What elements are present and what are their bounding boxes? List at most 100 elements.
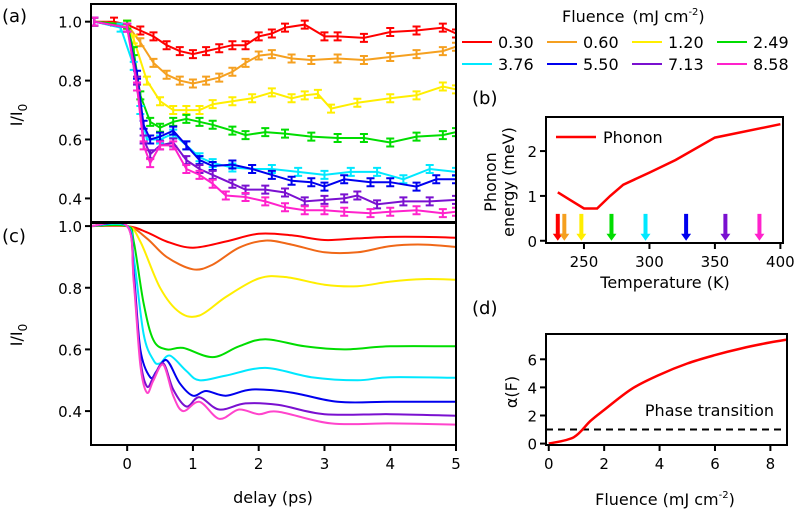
error-bar	[267, 169, 276, 180]
error-bar	[340, 193, 349, 204]
y-tick-label: 0.6	[58, 132, 82, 150]
temperature-arrow-icon	[606, 213, 617, 241]
error-bar	[333, 133, 342, 144]
error-bar	[287, 53, 296, 64]
x-tick-label: 300	[635, 253, 664, 271]
panel-a-ylabel: I/I0	[7, 104, 30, 126]
error-bar	[228, 66, 237, 77]
y-tick-label: 0	[527, 436, 537, 454]
error-bar	[123, 22, 132, 33]
x-tick-label: 350	[701, 253, 730, 271]
x-tick-label: 1	[188, 455, 198, 473]
error-bar	[452, 174, 456, 185]
error-bar	[386, 137, 395, 148]
error-bar	[438, 46, 447, 57]
fit-curve-0.30	[91, 224, 456, 249]
error-bar	[241, 40, 250, 51]
y-tick-label: 0.4	[58, 403, 82, 421]
error-bar	[228, 125, 237, 136]
error-bar	[267, 87, 276, 98]
error-bar	[281, 202, 290, 213]
x-tick-label: 0	[544, 455, 554, 473]
x-tick-label: 3	[320, 455, 330, 473]
panel-b-xlabel: Temperature (K)	[599, 273, 729, 292]
x-tick-label: 250	[570, 253, 599, 271]
error-bar	[228, 40, 237, 51]
error-bar	[202, 75, 211, 86]
error-bar	[320, 169, 329, 180]
error-bar	[287, 93, 296, 104]
error-bar	[261, 184, 270, 195]
error-bar	[412, 205, 421, 216]
error-bar	[156, 96, 165, 107]
error-bar	[438, 22, 447, 33]
y-tick-label: 1	[527, 188, 537, 206]
y-tick-label: 1.0	[58, 218, 82, 236]
error-bar	[169, 125, 178, 136]
error-bar	[386, 26, 395, 37]
legend-entry: Phonon	[603, 128, 663, 147]
temperature-arrow-icon	[720, 213, 731, 241]
error-bar	[208, 169, 217, 180]
error-bar	[307, 54, 316, 65]
error-bar	[208, 119, 217, 130]
error-bar	[452, 84, 456, 95]
series-line-7.13	[94, 20, 456, 206]
x-tick-label: 2	[254, 455, 264, 473]
temperature-arrow-icon	[552, 213, 563, 241]
legend-entry: 5.50	[583, 55, 619, 74]
plot-frame	[545, 333, 788, 446]
y-tick-label: 4	[527, 379, 537, 397]
y-tick-label: 2	[527, 407, 537, 425]
error-bar	[327, 103, 336, 114]
legend-entry: 0.60	[583, 33, 619, 52]
legend-entry: 0.30	[498, 33, 534, 52]
plot-frame	[90, 222, 457, 446]
error-bar	[281, 128, 290, 139]
error-bar	[188, 78, 197, 89]
panel-c-ylabel: I/I0	[7, 324, 30, 346]
panel-d-xlabel: Fluence (mJ cm-2)	[595, 490, 735, 509]
panel-c-chart: 1.0 0.8 0.6 0.4 0 1 2 3 4 5	[58, 218, 461, 473]
panel-a-label: (a)	[2, 6, 27, 27]
x-tick-label: 400	[766, 253, 795, 271]
fit-curve-2.49	[91, 223, 456, 359]
error-bar	[215, 72, 224, 83]
panel-d-label: (d)	[472, 298, 497, 319]
error-bar	[195, 169, 204, 180]
alpha-curve	[548, 338, 787, 445]
error-bar	[452, 28, 456, 39]
legend-entry: 3.76	[498, 55, 534, 74]
panel-d-ylabel: α(F)	[502, 376, 521, 408]
error-bar	[241, 191, 250, 202]
error-bar	[320, 194, 329, 205]
panel-a-chart: 1.0 0.8 0.6 0.4	[58, 3, 457, 223]
legend-entry: 8.58	[753, 55, 789, 74]
error-bar	[149, 31, 158, 42]
error-bar	[281, 22, 290, 33]
error-bar	[359, 54, 368, 65]
error-bar	[425, 163, 434, 174]
series-line-3.76	[94, 20, 456, 181]
error-bar	[386, 93, 395, 104]
error-bar	[432, 174, 441, 185]
error-bar	[300, 205, 309, 216]
error-bar	[139, 140, 148, 151]
error-bar	[333, 53, 342, 64]
error-bar	[208, 178, 217, 189]
error-bar	[267, 49, 276, 60]
error-bar	[366, 208, 375, 219]
error-bar	[228, 178, 237, 189]
error-bar	[146, 158, 155, 169]
error-bar	[248, 93, 257, 104]
x-tick-label: 2	[599, 455, 609, 473]
error-bar	[359, 32, 368, 43]
error-bar	[452, 194, 456, 205]
error-bar	[254, 50, 263, 61]
error-bar	[221, 190, 230, 201]
error-bar	[438, 208, 447, 219]
error-bar	[156, 140, 165, 151]
y-tick-label: 0.8	[58, 73, 82, 91]
x-tick-label: 0	[122, 455, 132, 473]
